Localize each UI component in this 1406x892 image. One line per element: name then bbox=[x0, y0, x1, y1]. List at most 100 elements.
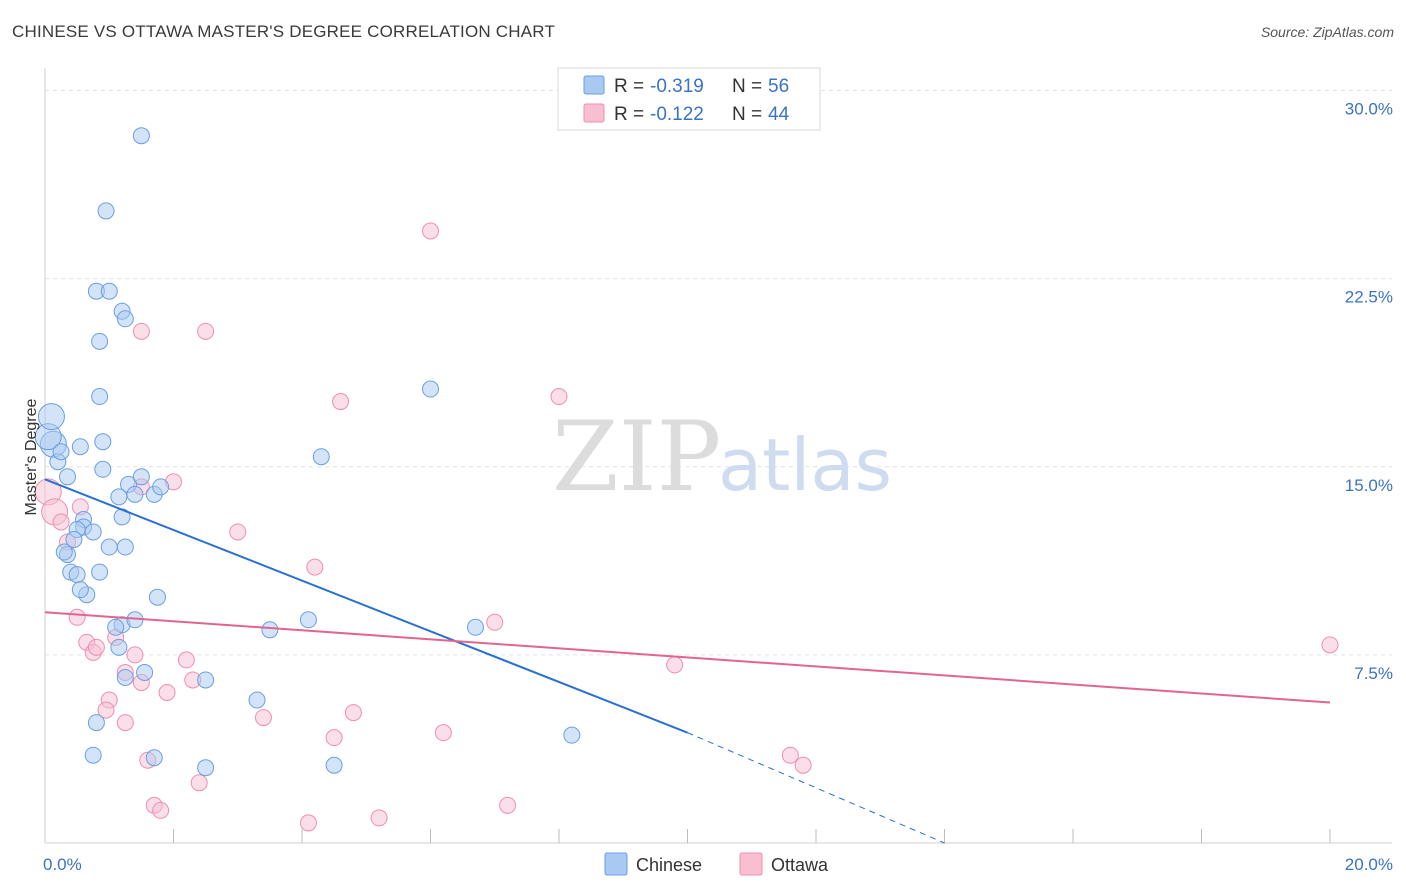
chinese-point bbox=[132, 127, 150, 145]
ottawa-point bbox=[794, 756, 812, 774]
chinese-point bbox=[197, 671, 215, 689]
chinese-point bbox=[37, 403, 65, 431]
stats-swatch-ottawa bbox=[583, 103, 605, 123]
chinese-point bbox=[248, 691, 266, 709]
chinese-point bbox=[116, 310, 134, 328]
ottawa-point bbox=[87, 638, 105, 656]
y-tick-label: 30.0% bbox=[1345, 100, 1393, 119]
stats-box: R = -0.319 N = 56 R = -0.122 N = 44 bbox=[557, 67, 821, 131]
chinese-point bbox=[91, 388, 109, 406]
stats-r-label-ottawa: R = bbox=[614, 104, 644, 125]
y-tick-label: 7.5% bbox=[1354, 664, 1393, 683]
y-axis-label: Master's Degree bbox=[23, 398, 40, 515]
ottawa-point bbox=[325, 729, 343, 747]
ottawa-point bbox=[52, 513, 70, 531]
chinese-point bbox=[91, 332, 109, 350]
chinese-point bbox=[299, 611, 317, 629]
ottawa-point bbox=[126, 646, 144, 664]
ottawa-point bbox=[97, 701, 115, 719]
ottawa-point bbox=[666, 656, 684, 674]
chinese-point bbox=[87, 714, 105, 732]
ottawa-point bbox=[158, 684, 176, 702]
chinese-point bbox=[116, 538, 134, 556]
chinese-point bbox=[126, 485, 144, 503]
chinese-point bbox=[71, 438, 89, 456]
chinese-point bbox=[110, 638, 128, 656]
chinese-point bbox=[58, 468, 76, 486]
chinese-point bbox=[312, 448, 330, 466]
x-tick-label: 0.0% bbox=[43, 855, 82, 874]
ottawa-point bbox=[299, 814, 317, 832]
legend: Chinese Ottawa bbox=[604, 852, 829, 876]
chart-source: Source: ZipAtlas.com bbox=[1260, 24, 1394, 40]
stats-r-label-chinese: R = bbox=[614, 76, 644, 97]
ottawa-point bbox=[68, 608, 86, 626]
chinese-point bbox=[52, 443, 70, 461]
legend-label-ottawa: Ottawa bbox=[771, 855, 829, 875]
chinese-point bbox=[84, 746, 102, 764]
stats-swatch-chinese bbox=[583, 75, 605, 95]
ottawa-point bbox=[229, 523, 247, 541]
chart-title: CHINESE VS OTTAWA MASTER'S DEGREE CORREL… bbox=[12, 22, 556, 41]
trend-layer bbox=[44, 478, 1331, 844]
ottawa-point bbox=[550, 388, 568, 406]
chinese-point bbox=[94, 433, 112, 451]
stats-r-value-ottawa: -0.122 bbox=[650, 104, 704, 125]
ottawa-point bbox=[116, 714, 134, 732]
stats-r-value-chinese: -0.319 bbox=[650, 76, 704, 97]
ottawa-point bbox=[152, 801, 170, 819]
stats-n-value-chinese: 56 bbox=[768, 76, 789, 97]
ottawa-point bbox=[132, 322, 150, 340]
chinese-point bbox=[422, 380, 439, 398]
legend-swatch-ottawa bbox=[739, 852, 763, 876]
legend-label-chinese: Chinese bbox=[636, 855, 702, 875]
chinese-point bbox=[116, 668, 134, 686]
watermark-zip: ZIP bbox=[552, 401, 721, 513]
watermark-atlas: atlas bbox=[718, 423, 892, 507]
y-tick-label: 22.5% bbox=[1345, 288, 1393, 307]
ottawa-trend-line bbox=[44, 611, 1331, 704]
chinese-point bbox=[68, 566, 86, 584]
x-tick-label: 20.0% bbox=[1345, 855, 1393, 874]
chinese-point bbox=[100, 282, 118, 300]
y-tick-label: 15.0% bbox=[1345, 476, 1393, 495]
watermark: ZIP atlas bbox=[552, 401, 892, 513]
stats-n-label-chinese: N = bbox=[732, 76, 762, 97]
chinese-point bbox=[94, 460, 112, 478]
ottawa-point bbox=[190, 774, 208, 792]
ottawa-point bbox=[422, 222, 439, 240]
ottawa-point bbox=[781, 746, 799, 764]
chinese-point bbox=[136, 663, 154, 681]
chinese-point bbox=[97, 202, 115, 220]
chinese-point bbox=[91, 563, 109, 581]
ottawa-point bbox=[486, 613, 504, 631]
chinese-point bbox=[84, 523, 102, 541]
chinese-points bbox=[34, 127, 581, 777]
ottawa-point bbox=[177, 651, 195, 669]
stats-n-value-ottawa: 44 bbox=[768, 104, 790, 125]
ottawa-point bbox=[499, 796, 517, 814]
chinese-point bbox=[152, 478, 170, 496]
chinese-point bbox=[197, 759, 215, 777]
chinese-point bbox=[325, 756, 343, 774]
ottawa-point bbox=[332, 393, 350, 411]
ottawa-points bbox=[34, 222, 1339, 832]
chinese-point bbox=[71, 581, 89, 599]
axis-layer: 7.5% 15.0% 22.5% 30.0% 0.0% 20.0% bbox=[43, 68, 1393, 874]
chinese-point bbox=[107, 618, 125, 636]
chinese-point bbox=[145, 749, 163, 767]
chinese-point bbox=[132, 468, 150, 486]
chinese-point bbox=[55, 543, 73, 561]
chinese-point bbox=[100, 538, 118, 556]
ottawa-point bbox=[197, 322, 215, 340]
chinese-point bbox=[563, 726, 581, 744]
chinese-trend-line bbox=[44, 478, 688, 734]
ottawa-point bbox=[306, 558, 324, 576]
chinese-point bbox=[466, 618, 484, 636]
ottawa-point bbox=[254, 709, 272, 727]
ottawa-point bbox=[434, 724, 452, 742]
stats-n-label-ottawa: N = bbox=[732, 104, 762, 125]
grid-layer bbox=[45, 90, 1392, 656]
ottawa-point bbox=[344, 704, 362, 722]
